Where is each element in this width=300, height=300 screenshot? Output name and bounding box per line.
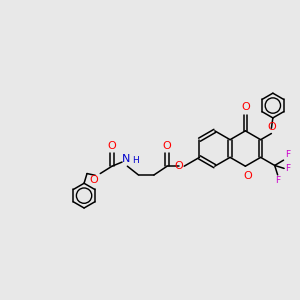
Text: O: O [89, 175, 98, 185]
Text: F: F [275, 176, 280, 185]
Text: H: H [132, 156, 139, 165]
Text: F: F [286, 164, 291, 173]
Text: O: O [108, 141, 116, 151]
Text: F: F [285, 150, 290, 159]
Text: O: O [243, 171, 252, 181]
Text: N: N [122, 154, 130, 164]
Text: O: O [241, 102, 250, 112]
Text: O: O [163, 141, 172, 151]
Text: O: O [174, 161, 183, 171]
Text: O: O [267, 122, 276, 132]
